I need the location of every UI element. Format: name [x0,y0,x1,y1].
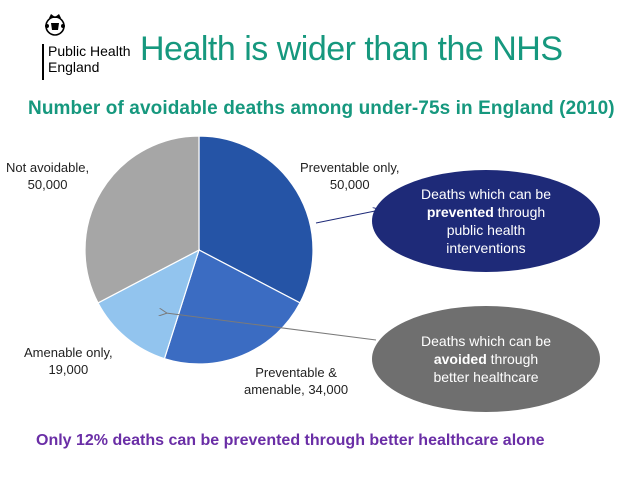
slice-label-amenable-only-line2: 19,000 [48,362,89,377]
callout-avoided-arrow [166,313,377,341]
slice-label-not-avoidable-line1: Not avoidable, [6,160,90,175]
callout-prevented-rest: through [493,204,546,220]
slice-label-preventable-amenable-line1: Preventable & [255,365,337,380]
callout-avoided-rest: through [486,351,539,367]
phe-logo: Public Health England [40,10,140,80]
pie-slice-not-avoidable [84,135,200,304]
callout-prevented-bold: prevented [426,204,494,220]
slice-label-preventable-amenable-line2: amenable, 34,000 [244,382,349,397]
slice-label-preventable-amenable: Preventable & amenable, 34,000 [244,364,348,398]
slice-label-preventable-only-line1: Preventable only, [300,160,400,175]
slice-label-preventable-only-line2: 50,000 [329,177,370,192]
logo-divider [42,44,44,80]
logo-line-2: England [48,59,100,75]
callout-avoided: Deaths which can be avoided through bett… [372,306,600,412]
logo-text: Public Health England [48,43,131,75]
slice-label-preventable-only: Preventable only, 50,000 [300,159,400,193]
callout-prevented: Deaths which can be prevented through pu… [372,170,600,272]
royal-crest-icon [45,14,65,36]
callout-prevented-line2: prevented through [427,203,545,221]
callout-prevented-arrow [315,210,380,224]
footer-note: Only 12% deaths can be prevented through… [36,432,545,449]
pie-slice-preventable-only [198,135,314,304]
callout-prevented-line1: Deaths which can be [421,186,551,202]
pie-slice-amenable-only [97,248,201,360]
logo-line-1: Public Health [48,43,131,59]
callout-avoided-line3: better healthcare [433,369,539,385]
slice-label-not-avoidable: Not avoidable, 50,000 [6,159,89,193]
pie-slice-preventable-amenable [163,249,301,365]
callout-avoided-line2: avoided through [434,350,538,368]
slice-label-amenable-only-line1: Amenable only, [24,345,113,360]
callout-prevented-line3: public health [446,222,526,238]
slice-label-amenable-only: Amenable only, 19,000 [24,344,113,378]
callout-avoided-bold: avoided [433,351,487,367]
callout-avoided-line1: Deaths which can be [421,333,551,349]
page-title: Health is wider than the NHS [140,30,563,68]
callout-prevented-line4: interventions [446,240,526,256]
slice-label-not-avoidable-line2: 50,000 [27,177,68,192]
chart-title: Number of avoidable deaths among under-7… [28,98,615,119]
